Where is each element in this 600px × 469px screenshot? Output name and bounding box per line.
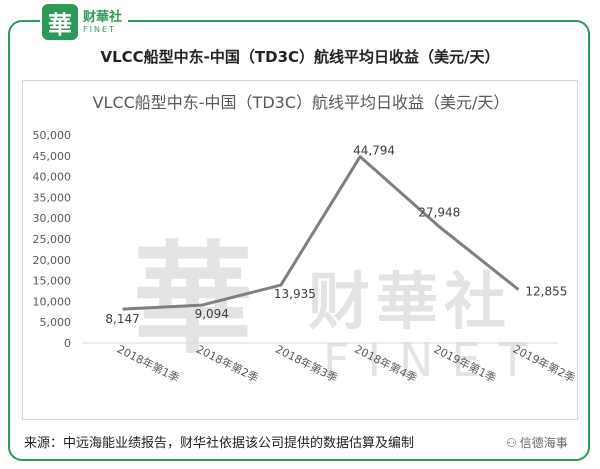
data-label: 13,935 (274, 287, 316, 301)
logo-text: 财華社 FINET (83, 11, 122, 34)
y-tick-label: 35,000 (33, 191, 72, 204)
data-labels: 8,147 9,094 13,935 44,794 27,948 12,855 (105, 144, 567, 326)
chart-title: VLCC船型中东-中国（TD3C）航线平均日收益（美元/天） (93, 93, 510, 112)
y-tick-label: 45,000 (33, 150, 72, 163)
data-label: 12,855 (525, 285, 567, 299)
y-tick-label: 20,000 (33, 254, 72, 267)
data-label: 44,794 (353, 144, 395, 158)
card-frame (8, 20, 590, 461)
data-label: 27,948 (418, 206, 460, 220)
logo-name-cn: 财華社 (83, 9, 123, 25)
y-axis: 0 5,000 10,000 15,000 20,000 25,000 30,000 35,0… (33, 129, 72, 350)
y-tick-label: 15,000 (33, 275, 72, 288)
y-tick-label: 25,000 (33, 233, 72, 246)
x-tick-label: 2018年第3季 (273, 342, 340, 385)
x-tick-label: 2018年第1季 (115, 342, 182, 385)
x-tick-label: 2018年第2季 (194, 342, 261, 385)
y-tick-label: 10,000 (33, 295, 72, 308)
data-label: 8,147 (105, 312, 139, 326)
credit-text: 信德海事 (519, 436, 568, 450)
logo-mark: 華 (42, 4, 78, 40)
logo-name-en: FINET (83, 24, 116, 34)
y-tick-label: 0 (64, 337, 71, 350)
x-tick-label: 2019年第1季 (432, 342, 499, 385)
y-tick-label: 50,000 (33, 129, 72, 142)
y-tick-label: 30,000 (33, 212, 72, 225)
y-tick-label: 40,000 (33, 171, 72, 184)
x-axis: 2018年第1季 2018年第2季 2018年第3季 2018年第4季 2019年第1季… (83, 342, 578, 385)
credit: ⚇ 信德海事 (506, 434, 568, 451)
y-tick-label: 5,000 (40, 316, 72, 329)
finet-logo: 華 财華社 FINET (40, 2, 129, 42)
x-tick-label: 2019年第2季 (511, 342, 578, 385)
series (122, 155, 520, 311)
series-line (122, 155, 520, 311)
source-note: 来源：中远海能业绩报告，财华社依据该公司提供的数据估算及编制 (24, 436, 415, 451)
page-title: VLCC船型中东-中国（TD3C）航线平均日收益（美元/天） (100, 48, 500, 66)
x-tick-label: 2018年第4季 (352, 342, 419, 385)
data-label: 9,094 (195, 307, 229, 321)
chart-area: 華 财華社 FINET VLCC船型中东-中国（TD3C）航线平均日收益（美元/… (22, 80, 578, 420)
wechat-icon: ⚇ (506, 435, 517, 450)
line-chart: VLCC船型中东-中国（TD3C）航线平均日收益（美元/天） 0 5,000 10,… (33, 93, 578, 385)
